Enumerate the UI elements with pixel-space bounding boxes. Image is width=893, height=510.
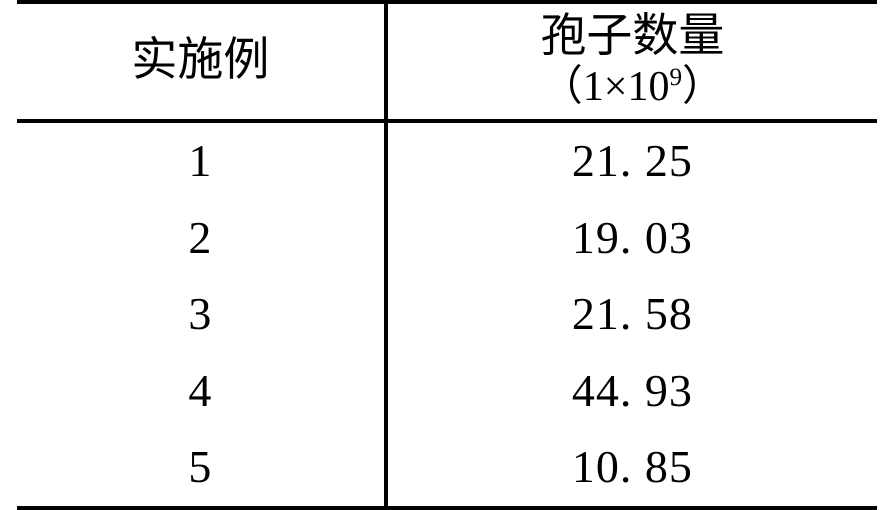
unit-times: × — [604, 64, 628, 110]
table-row: 1 21. 25 — [17, 121, 877, 200]
cell-spore-count: 21. 58 — [386, 276, 876, 352]
cell-example: 1 — [17, 121, 387, 200]
col-header-example-label: 实施例 — [17, 34, 385, 87]
cell-example: 5 — [17, 429, 387, 508]
cell-example: 2 — [17, 200, 387, 276]
table-row: 2 19. 03 — [17, 200, 877, 276]
unit-suffix: ） — [682, 64, 724, 110]
col-header-example: 实施例 — [17, 2, 387, 121]
cell-example: 3 — [17, 276, 387, 352]
col-header-spore-unit: （1×109） — [388, 63, 876, 111]
table-row: 5 10. 85 — [17, 429, 877, 508]
cell-spore-count: 19. 03 — [386, 200, 876, 276]
unit-exp: 9 — [669, 64, 682, 91]
cell-spore-count: 44. 93 — [386, 353, 876, 429]
unit-base: 10 — [627, 64, 669, 110]
data-table: 实施例 孢子数量 （1×109） 1 21. 25 2 19. 03 3 — [17, 0, 877, 510]
table-header-row: 实施例 孢子数量 （1×109） — [17, 2, 877, 121]
table-row: 3 21. 58 — [17, 276, 877, 352]
cell-spore-count: 10. 85 — [386, 429, 876, 508]
unit-prefix: （1 — [541, 64, 604, 110]
cell-example: 4 — [17, 353, 387, 429]
col-header-spore-label: 孢子数量 — [388, 10, 876, 63]
table-row: 4 44. 93 — [17, 353, 877, 429]
col-header-spore-count: 孢子数量 （1×109） — [386, 2, 876, 121]
cell-spore-count: 21. 25 — [386, 121, 876, 200]
table-container: 实施例 孢子数量 （1×109） 1 21. 25 2 19. 03 3 — [0, 0, 893, 510]
